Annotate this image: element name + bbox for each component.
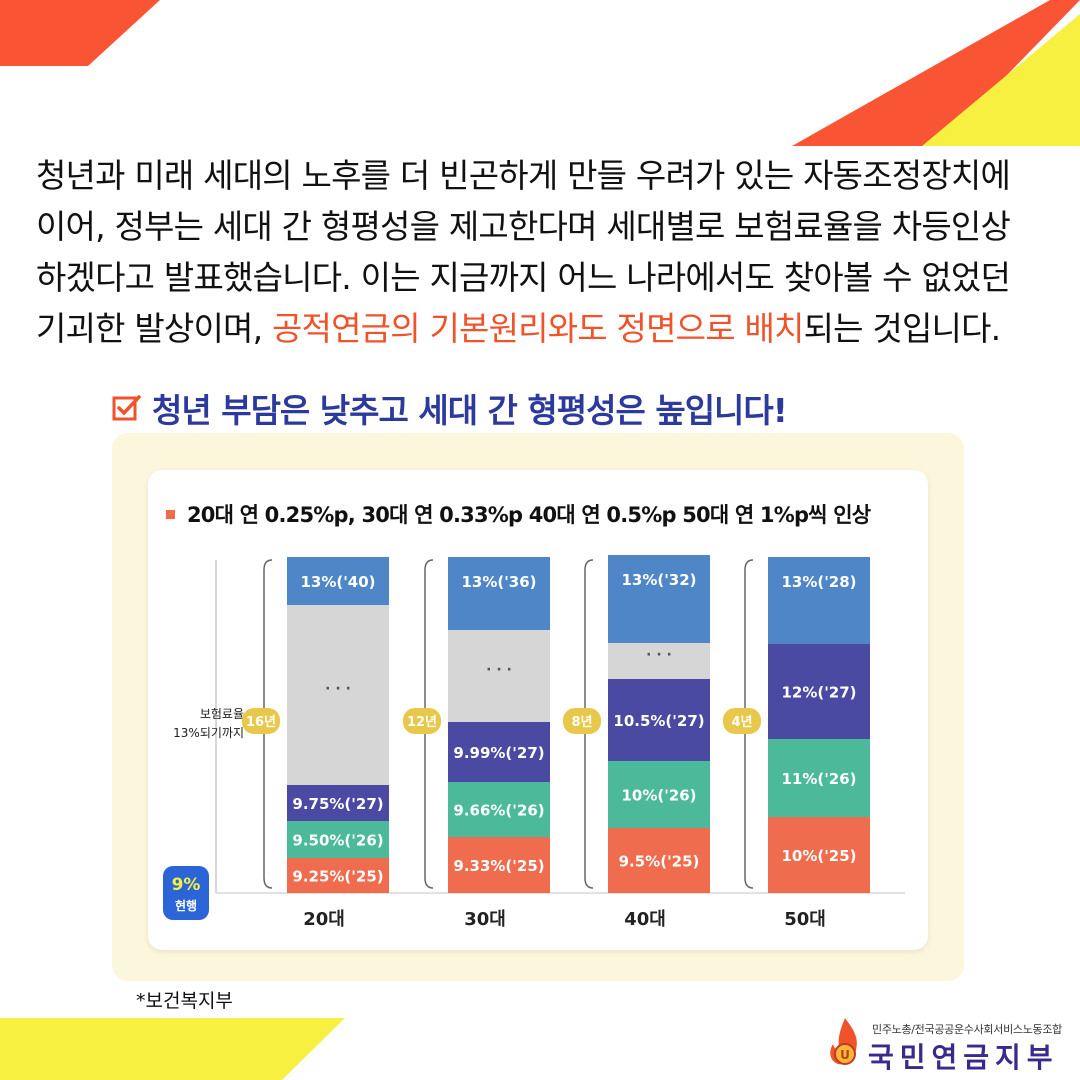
flame-logo-icon: U [830, 1018, 857, 1065]
side-label-line-1: 보험료율 [200, 707, 244, 721]
bar-data-label: 10%('26) [621, 787, 696, 805]
bar-data-label: 9.99%('27) [453, 744, 544, 762]
top-right-red-stripe [792, 0, 1080, 146]
bar-segment-20대 [287, 557, 389, 605]
category-label: 40대 [624, 909, 666, 930]
top-right-yellow-stripe [922, 14, 1080, 146]
svg-text:U: U [840, 1048, 850, 1062]
bar-segment-40대 [608, 828, 710, 893]
year-badge-40대 [563, 708, 601, 734]
bar-segment-20대 [287, 785, 389, 821]
year-badge-30대 [403, 708, 441, 734]
intro-line-1: 청년과 미래 세대의 노후를 더 빈곤하게 만들 우려가 있는 자동조정장치에 [36, 156, 1011, 195]
bar-data-label: 9.50%('26) [292, 832, 383, 850]
bar-gap-dots: · · · [486, 662, 512, 678]
bar-data-label: 10.5%('27) [613, 712, 704, 730]
intro-line-3: 하겠다고 발표했습니다. 이는 지금까지 어느 나라에서도 찾아볼 수 없었던 [36, 258, 1011, 297]
bar-segment-40대 [608, 643, 710, 679]
chart-subtitle-row: 20대 연 0.25%p, 30대 연 0.33%p 40대 연 0.5%p 5… [166, 497, 871, 531]
intro-line-4-post: 되는 것입니다. [803, 309, 1002, 348]
bar-segment-40대 [608, 555, 710, 643]
bar-segment-30대 [448, 722, 550, 782]
year-badge-50대 [723, 708, 761, 734]
bar-data-label: 13%('32) [621, 571, 696, 589]
bar-segment-30대 [448, 837, 550, 893]
category-label: 20대 [303, 909, 345, 930]
bar-gap-dots: · · · [325, 681, 351, 697]
intro-line-2: 이어, 정부는 세대 간 형평성을 제고한다며 세대별로 보험료율을 차등인상 [36, 207, 1011, 246]
category-label: 50대 [784, 909, 826, 930]
bar-data-label: 11%('26) [781, 770, 856, 788]
bottom-left-yellow-stripe [0, 1018, 345, 1080]
year-badge-label: 12년 [407, 715, 437, 730]
intro-line-4: 기괴한 발상이며, 공적연금의 기본원리와도 정면으로 배치되는 것입니다. [36, 303, 1046, 354]
bar-data-label: 9.75%('27) [292, 795, 383, 813]
source-note: *보건복지부 [136, 990, 233, 1012]
logo-union-name: 민주노총/전국공공운수사회서비스노동조합 [872, 1023, 1062, 1036]
chart-heading: 청년 부담은 낮추고 세대 간 형평성은 높입니다! [112, 383, 788, 433]
top-left-stripe-shape [0, 0, 160, 66]
bar-data-label: 13%('40) [300, 573, 375, 591]
bar-segment-20대 [287, 821, 389, 858]
intro-highlight: 공적연금의 기본원리와도 정면으로 배치 [272, 309, 804, 348]
checkbox-icon [112, 395, 141, 421]
bar-data-label: 9.33%('25) [453, 857, 544, 875]
bar-data-label: 9.25%('25) [292, 868, 383, 886]
bar-segment-50대 [768, 739, 870, 817]
year-badge-20대 [242, 708, 280, 734]
bar-segment-30대 [448, 557, 550, 630]
bar-segment-50대 [768, 557, 870, 644]
bar-segment-50대 [768, 817, 870, 893]
bar-segment-40대 [608, 761, 710, 828]
bar-segment-20대 [287, 858, 389, 893]
bar-segment-40대 [608, 679, 710, 761]
bar-data-label: 9.66%('26) [453, 802, 544, 820]
bar-data-label: 13%('36) [461, 573, 536, 591]
bar-data-label: 9.5%('25) [619, 853, 700, 871]
bar-segment-30대 [448, 630, 550, 722]
current-rate-badge [163, 866, 209, 920]
chart-subtitle: 20대 연 0.25%p, 30대 연 0.33%p 40대 연 0.5%p 5… [187, 503, 871, 527]
bar-segment-50대 [768, 644, 870, 739]
bar-segment-20대 [287, 605, 389, 785]
current-rate-label: 현행 [175, 898, 197, 913]
year-badge-label: 16년 [246, 715, 276, 730]
category-label: 30대 [464, 909, 506, 930]
square-bullet-icon [166, 509, 175, 519]
bar-data-label: 12%('27) [781, 684, 856, 702]
heading-title: 청년 부담은 낮추고 세대 간 형평성은 높입니다! [152, 391, 788, 430]
year-badge-label: 4년 [731, 715, 752, 730]
bar-data-label: 13%('28) [781, 573, 856, 591]
intro-paragraph: 청년과 미래 세대의 노후를 더 빈곤하게 만들 우려가 있는 자동조정장치에 … [36, 150, 1046, 354]
bar-segment-30대 [448, 782, 550, 837]
intro-line-4-pre: 기괴한 발상이며, [36, 309, 272, 348]
year-badge-label: 8년 [571, 715, 592, 730]
bar-gap-dots: · · · [646, 647, 672, 663]
side-label-line-2: 13%되기까지 [173, 726, 244, 740]
current-rate-value: 9% [172, 875, 201, 895]
logo-branch-name: 국민연금지부 [868, 1041, 1059, 1074]
bar-data-label: 10%('25) [781, 847, 856, 865]
